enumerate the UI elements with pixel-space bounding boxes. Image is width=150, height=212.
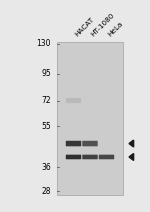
Polygon shape xyxy=(129,140,134,147)
FancyBboxPatch shape xyxy=(82,155,98,159)
Text: HACAT: HACAT xyxy=(74,17,95,38)
FancyBboxPatch shape xyxy=(99,155,114,159)
Text: HeLa: HeLa xyxy=(106,21,124,38)
Text: 95: 95 xyxy=(41,69,51,78)
FancyBboxPatch shape xyxy=(66,141,81,146)
FancyBboxPatch shape xyxy=(82,141,98,146)
FancyBboxPatch shape xyxy=(57,42,123,195)
FancyBboxPatch shape xyxy=(66,98,81,103)
Polygon shape xyxy=(129,153,134,160)
Text: 36: 36 xyxy=(41,163,51,172)
Text: HT-1080: HT-1080 xyxy=(90,13,116,38)
FancyBboxPatch shape xyxy=(66,155,81,159)
Text: 28: 28 xyxy=(42,187,51,196)
Text: 130: 130 xyxy=(36,39,51,48)
Text: 72: 72 xyxy=(41,96,51,105)
Text: 55: 55 xyxy=(41,122,51,131)
